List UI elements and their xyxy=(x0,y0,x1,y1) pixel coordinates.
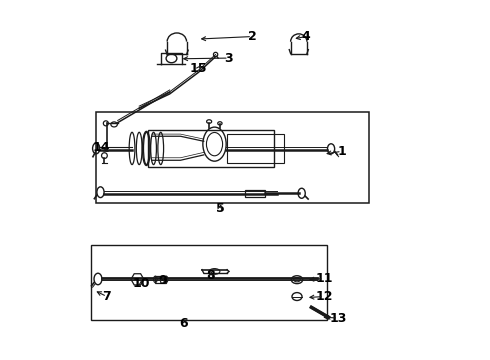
Bar xyxy=(227,134,285,163)
Text: 6: 6 xyxy=(180,317,188,330)
Text: 3: 3 xyxy=(224,51,233,64)
Text: 2: 2 xyxy=(248,30,257,43)
Text: 9: 9 xyxy=(158,274,167,287)
Text: 4: 4 xyxy=(301,30,310,43)
Bar xyxy=(245,190,265,197)
Text: 10: 10 xyxy=(132,278,150,291)
Bar xyxy=(155,276,166,283)
Text: 7: 7 xyxy=(102,290,111,303)
Text: 12: 12 xyxy=(315,290,333,303)
Bar xyxy=(148,130,274,167)
Text: 8: 8 xyxy=(207,269,215,282)
Text: 5: 5 xyxy=(216,202,224,215)
Text: 11: 11 xyxy=(315,272,333,285)
Bar xyxy=(91,244,327,320)
Text: 15: 15 xyxy=(190,62,207,75)
Text: 1: 1 xyxy=(338,145,346,158)
Text: 14: 14 xyxy=(93,141,110,154)
Text: 13: 13 xyxy=(330,311,347,325)
Bar xyxy=(96,112,368,203)
